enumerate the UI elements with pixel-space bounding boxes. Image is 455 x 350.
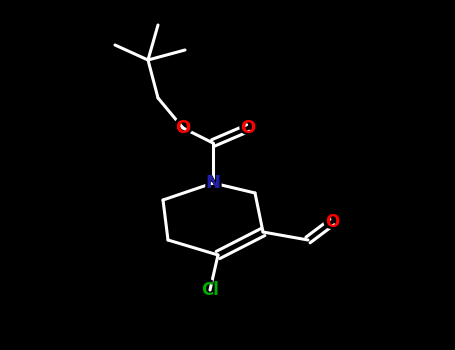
Text: O: O [325, 213, 339, 231]
Text: O: O [238, 116, 258, 140]
Text: N: N [202, 171, 223, 195]
Text: O: O [175, 119, 191, 137]
Text: O: O [172, 116, 194, 140]
Text: N: N [206, 174, 221, 192]
Text: Cl: Cl [201, 281, 219, 299]
Text: O: O [322, 210, 342, 234]
Text: O: O [240, 119, 256, 137]
Text: Cl: Cl [197, 278, 222, 302]
